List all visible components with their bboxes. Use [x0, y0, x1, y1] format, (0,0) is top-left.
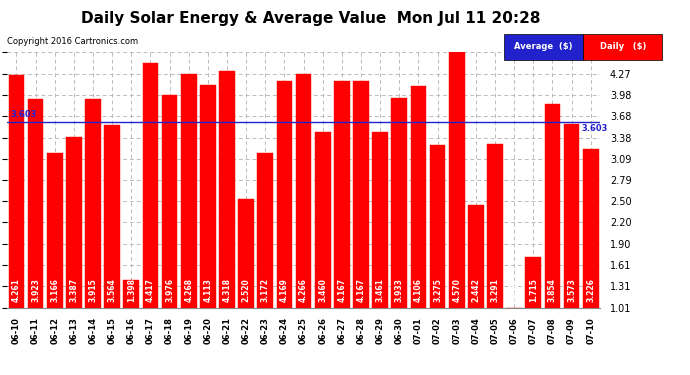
Text: 4.318: 4.318: [223, 278, 232, 302]
Text: 3.933: 3.933: [395, 278, 404, 302]
Text: 3.275: 3.275: [433, 278, 442, 302]
Text: 3.461: 3.461: [375, 278, 384, 302]
Text: 4.167: 4.167: [357, 278, 366, 302]
Bar: [28, 99, 43, 308]
Bar: [487, 144, 503, 308]
Bar: [353, 81, 369, 308]
Text: 4.268: 4.268: [184, 278, 193, 302]
Bar: [411, 86, 426, 308]
Bar: [124, 280, 139, 308]
Bar: [47, 153, 63, 308]
Bar: [238, 200, 254, 308]
Text: 2.442: 2.442: [471, 278, 480, 302]
Text: Copyright 2016 Cartronics.com: Copyright 2016 Cartronics.com: [7, 38, 138, 46]
Bar: [8, 75, 24, 308]
Bar: [161, 95, 177, 308]
Text: 0.765: 0.765: [510, 278, 519, 302]
Bar: [181, 74, 197, 307]
Text: 3.291: 3.291: [491, 278, 500, 302]
Bar: [315, 132, 331, 308]
Text: 4.106: 4.106: [414, 278, 423, 302]
Bar: [506, 308, 522, 325]
Text: Daily   ($): Daily ($): [600, 42, 646, 51]
Text: 4.167: 4.167: [337, 278, 346, 302]
Bar: [449, 53, 464, 308]
Text: 4.266: 4.266: [299, 278, 308, 302]
Bar: [66, 137, 81, 308]
Bar: [391, 98, 407, 308]
Bar: [564, 124, 580, 308]
Text: 3.603: 3.603: [582, 124, 608, 133]
Text: 3.226: 3.226: [586, 278, 595, 302]
Text: 4.113: 4.113: [204, 278, 213, 302]
Text: 3.603: 3.603: [11, 110, 37, 119]
Bar: [143, 63, 158, 308]
Bar: [334, 81, 350, 308]
Text: 2.520: 2.520: [241, 278, 250, 302]
Text: 3.172: 3.172: [261, 278, 270, 302]
Text: 4.570: 4.570: [452, 278, 461, 302]
Bar: [104, 124, 120, 308]
Bar: [257, 153, 273, 308]
Text: 4.261: 4.261: [12, 278, 21, 302]
Text: 3.460: 3.460: [318, 278, 327, 302]
Bar: [277, 81, 293, 308]
Text: 1.715: 1.715: [529, 278, 538, 302]
Bar: [544, 104, 560, 308]
Text: 3.166: 3.166: [50, 278, 59, 302]
Bar: [373, 132, 388, 308]
Bar: [219, 70, 235, 308]
Text: Average  ($): Average ($): [514, 42, 573, 51]
Text: 3.573: 3.573: [567, 278, 576, 302]
Bar: [526, 257, 541, 307]
Text: 3.923: 3.923: [31, 278, 40, 302]
Bar: [200, 85, 216, 308]
Bar: [296, 74, 311, 307]
Text: 4.169: 4.169: [280, 278, 289, 302]
Text: Daily Solar Energy & Average Value  Mon Jul 11 20:28: Daily Solar Energy & Average Value Mon J…: [81, 11, 540, 26]
Bar: [430, 145, 446, 308]
Bar: [85, 99, 101, 308]
Text: 3.976: 3.976: [165, 278, 174, 302]
Text: 1.398: 1.398: [127, 278, 136, 302]
Bar: [583, 149, 599, 308]
Text: 3.387: 3.387: [70, 278, 79, 302]
Text: 4.417: 4.417: [146, 278, 155, 302]
Text: 3.854: 3.854: [548, 278, 557, 302]
Text: 3.915: 3.915: [88, 278, 97, 302]
Text: 3.564: 3.564: [108, 278, 117, 302]
Bar: [468, 205, 484, 308]
